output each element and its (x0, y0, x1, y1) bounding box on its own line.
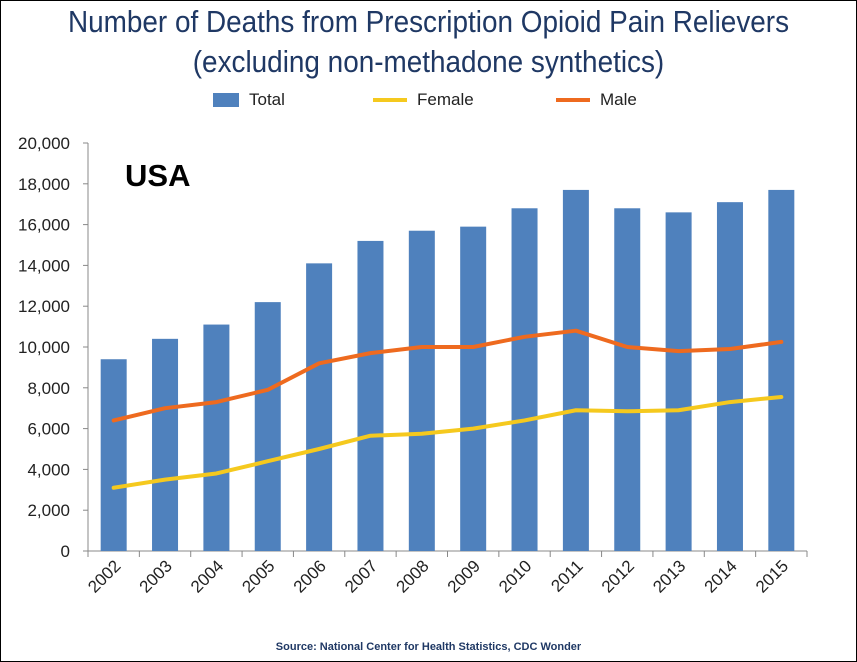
legend-label-male: Male (600, 90, 637, 109)
y-tick-label: 6,000 (27, 420, 70, 439)
bar-total-2012 (614, 208, 641, 551)
y-tick-label: 0 (61, 542, 70, 561)
x-tick-label: 2005 (238, 556, 278, 596)
x-tick-label: 2006 (290, 556, 330, 596)
legend-swatch-total (213, 93, 239, 107)
line-female (111, 394, 784, 490)
title-line-1: Number of Deaths from Prescription Opioi… (67, 4, 790, 39)
x-tick-label: 2002 (84, 556, 124, 596)
x-tick-label: 2011 (547, 556, 586, 595)
y-tick-label: 8,000 (27, 379, 70, 398)
y-tick-label: 18,000 (18, 175, 70, 194)
x-tick-label: 2003 (136, 556, 176, 596)
bar-total-2006 (306, 263, 333, 551)
y-tick-label: 12,000 (18, 297, 70, 316)
y-tick-label: 20,000 (18, 134, 70, 153)
bar-total-2004 (203, 324, 230, 551)
legend-label-total: Total (249, 90, 285, 109)
bar-total-2015 (768, 189, 795, 552)
title-line-2: (excluding non-methadone synthetics) (192, 44, 665, 79)
legend: Total Female Male (0, 90, 857, 114)
x-tick-label: 2013 (649, 556, 689, 596)
bar-total-2011 (562, 189, 589, 552)
y-tick-label: 14,000 (18, 256, 70, 275)
x-tick-label: 2007 (341, 556, 381, 596)
bar-total-2010 (511, 208, 538, 551)
bar-total-2007 (357, 240, 384, 552)
bar-total-2005 (254, 302, 281, 551)
legend-item-total: Total (213, 90, 285, 110)
legend-item-male: Male (556, 90, 637, 110)
chart-title: Number of Deaths from Prescription Opioi… (0, 2, 857, 82)
y-tick-label: 10,000 (18, 338, 70, 357)
legend-swatch-female (373, 98, 407, 102)
bar-total-2009 (460, 226, 487, 551)
bar-total-2013 (665, 212, 692, 552)
y-tick-label: 4,000 (27, 460, 70, 479)
x-tick-label: 2015 (752, 556, 792, 596)
x-tick-label: 2004 (187, 556, 227, 596)
x-tick-label: 2009 (444, 556, 484, 596)
bar-total-2008 (408, 230, 435, 551)
bar-total-2002 (100, 359, 127, 551)
legend-swatch-male (556, 98, 590, 102)
line-male (111, 328, 784, 423)
x-tick-label: 2010 (495, 556, 535, 596)
x-tick-label: 2014 (701, 556, 741, 596)
y-tick-label: 16,000 (18, 216, 70, 235)
legend-item-female: Female (373, 90, 474, 110)
source-note: Source: National Center for Health Stati… (275, 641, 582, 653)
legend-label-female: Female (417, 90, 474, 109)
y-tick-label: 2,000 (27, 501, 70, 520)
bar-total-2014 (716, 202, 743, 551)
usa-annotation: USA (125, 158, 190, 193)
x-tick-label: 2008 (392, 556, 432, 596)
x-tick-label: 2012 (598, 556, 638, 596)
bar-total-2003 (152, 338, 179, 551)
